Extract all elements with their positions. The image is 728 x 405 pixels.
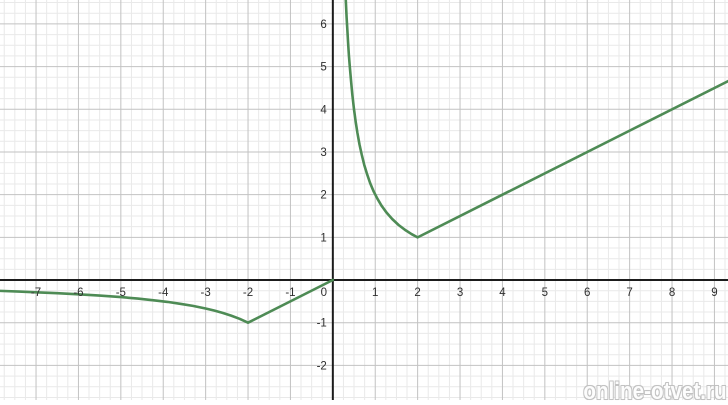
x-tick-label: 2: [414, 287, 420, 299]
x-tick-label: 6: [584, 287, 590, 299]
origin-label: 0: [321, 287, 327, 299]
y-tick-label: -1: [317, 318, 327, 330]
y-tick-label: 4: [320, 104, 327, 116]
x-tick-label: 4: [499, 287, 506, 299]
x-tick-label: 8: [669, 287, 675, 299]
y-tick-label: 6: [320, 19, 326, 31]
x-tick-label: -2: [243, 287, 253, 299]
x-tick-label: -1: [285, 287, 295, 299]
x-tick-label: 9: [711, 287, 717, 299]
y-tick-label: 2: [320, 190, 326, 202]
x-tick-label: 3: [457, 287, 463, 299]
x-tick-label: -4: [158, 287, 169, 299]
x-tick-label: 7: [626, 287, 632, 299]
y-tick-label: -2: [317, 360, 327, 372]
y-tick-label: 3: [320, 147, 326, 159]
x-tick-label: -7: [31, 287, 41, 299]
x-tick-label: 1: [372, 287, 378, 299]
y-tick-label: 1: [320, 232, 326, 244]
y-tick-label: 5: [320, 62, 326, 74]
x-tick-label: -5: [116, 287, 126, 299]
x-tick-label: 5: [542, 287, 548, 299]
watermark-text: online-otvet.ru: [584, 380, 727, 404]
x-tick-label: -3: [201, 287, 211, 299]
x-tick-label: -6: [73, 287, 83, 299]
